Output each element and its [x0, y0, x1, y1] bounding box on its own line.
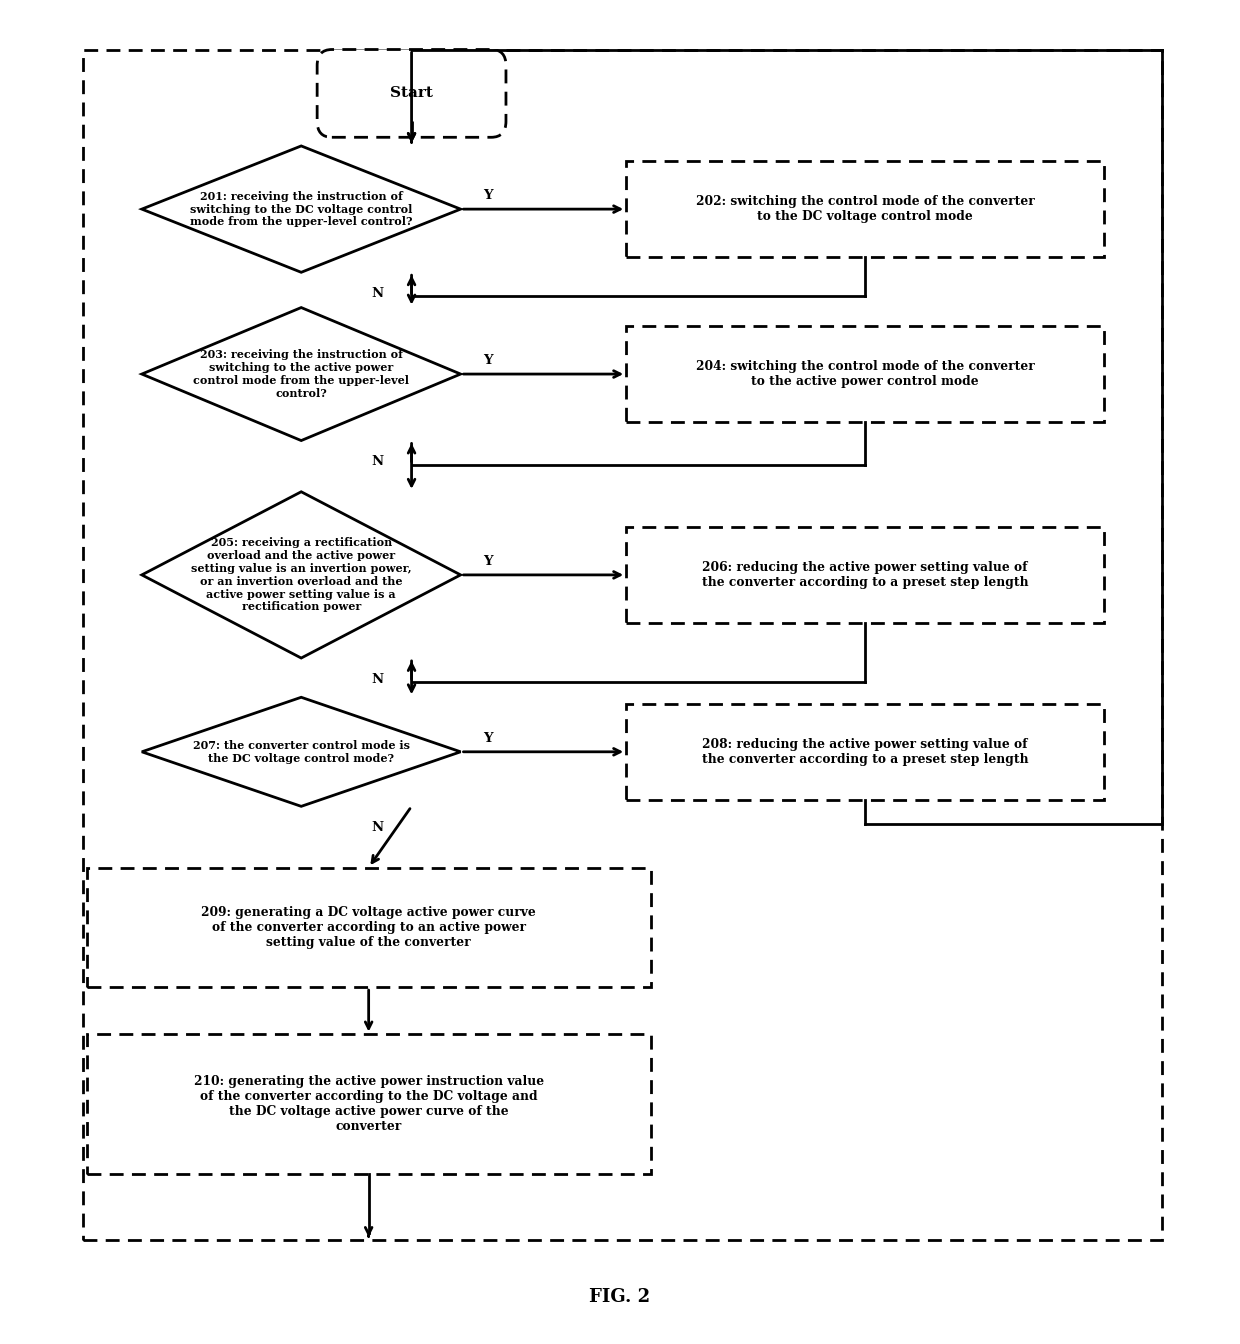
Text: N: N: [371, 673, 383, 685]
Bar: [626, 161, 1105, 257]
Bar: [626, 704, 1105, 800]
Bar: [83, 50, 1162, 1241]
FancyBboxPatch shape: [317, 50, 506, 137]
Text: 206: reducing the active power setting value of
the converter according to a pre: 206: reducing the active power setting v…: [702, 560, 1028, 589]
Text: N: N: [371, 288, 383, 300]
Text: FIG. 2: FIG. 2: [589, 1288, 651, 1306]
Text: Y: Y: [482, 190, 492, 203]
Text: Y: Y: [482, 355, 492, 367]
Polygon shape: [141, 308, 460, 441]
Text: 205: receiving a rectification
overload and the active power
setting value is an: 205: receiving a rectification overload …: [191, 538, 412, 613]
Text: 208: reducing the active power setting value of
the converter according to a pre: 208: reducing the active power setting v…: [702, 738, 1028, 766]
Text: N: N: [371, 821, 383, 835]
Polygon shape: [141, 492, 460, 659]
Polygon shape: [141, 146, 460, 273]
Bar: [626, 527, 1105, 622]
Bar: [87, 1035, 651, 1175]
Text: Start: Start: [391, 86, 433, 101]
Polygon shape: [141, 698, 460, 806]
Text: 204: switching the control mode of the converter
to the active power control mod: 204: switching the control mode of the c…: [696, 360, 1034, 388]
Bar: [87, 867, 651, 988]
Bar: [626, 327, 1105, 422]
Text: 202: switching the control mode of the converter
to the DC voltage control mode: 202: switching the control mode of the c…: [696, 195, 1034, 223]
Text: Y: Y: [482, 555, 492, 569]
Text: N: N: [371, 456, 383, 468]
Text: 203: receiving the instruction of
switching to the active power
control mode fro: 203: receiving the instruction of switch…: [193, 349, 409, 399]
Text: Y: Y: [482, 732, 492, 745]
Text: 207: the converter control mode is
the DC voltage control mode?: 207: the converter control mode is the D…: [192, 741, 409, 763]
Text: 209: generating a DC voltage active power curve
of the converter according to an: 209: generating a DC voltage active powe…: [201, 906, 536, 949]
Text: 210: generating the active power instruction value
of the converter according to: 210: generating the active power instruc…: [193, 1075, 543, 1133]
Text: 201: receiving the instruction of
switching to the DC voltage control
mode from : 201: receiving the instruction of switch…: [190, 191, 413, 227]
